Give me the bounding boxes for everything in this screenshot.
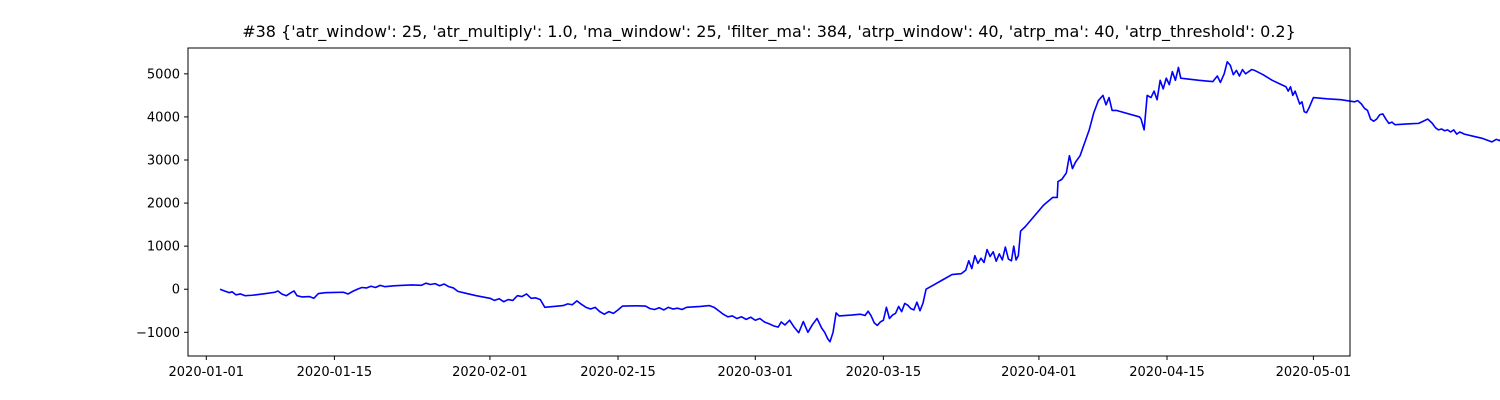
x-tick-label-4: 2020-03-01	[717, 365, 793, 380]
x-tick-label-5: 2020-03-15	[846, 365, 922, 380]
x-tick-label-7: 2020-04-15	[1129, 365, 1205, 380]
plot-area: 2020-01-01 2020-01-15 2020-02-01 2020-02-15…	[136, 47, 1500, 380]
x-tick-label-6: 2020-04-01	[1001, 365, 1077, 380]
y-tick-label-2: 1000	[147, 240, 180, 255]
y-tick-label-4: 3000	[147, 154, 180, 169]
x-tick-label-0: 2020-01-01	[169, 365, 245, 380]
y-tick-label-5: 4000	[147, 110, 180, 125]
x-tick-label-3: 2020-02-15	[580, 365, 656, 380]
y-tick-label-1: 0	[172, 283, 180, 298]
y-tick-label-3: 2000	[147, 197, 180, 212]
y-tick-label-0: −1000	[136, 326, 180, 341]
y-tick-label-6: 5000	[147, 67, 180, 82]
axes-frame	[187, 47, 1351, 357]
series-line-0	[219, 60, 1500, 343]
x-tick-label-8: 2020-05-01	[1276, 365, 1352, 380]
x-tick-label-1: 2020-01-15	[297, 365, 373, 380]
chart-title: #38 {'atr_window': 25, 'atr_multiply': 1…	[242, 22, 1296, 41]
x-tick-label-2: 2020-02-01	[452, 365, 528, 380]
